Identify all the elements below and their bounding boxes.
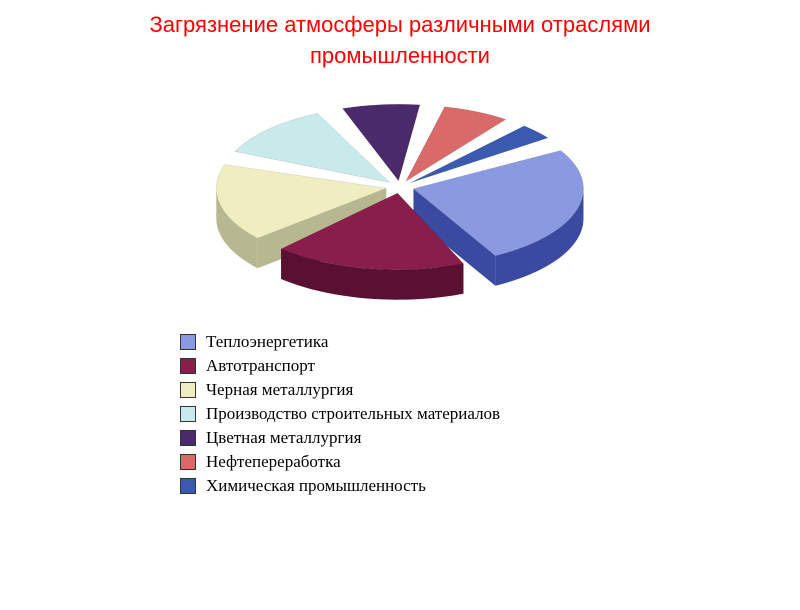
legend-swatch xyxy=(180,430,196,446)
legend-label: Автотранспорт xyxy=(206,356,315,376)
title-line-2: промышленности xyxy=(310,43,490,68)
legend-item: Автотранспорт xyxy=(180,356,800,376)
legend-item: Цветная металлургия xyxy=(180,428,800,448)
pie-chart xyxy=(190,92,610,322)
legend-swatch xyxy=(180,454,196,470)
legend-swatch xyxy=(180,478,196,494)
legend-item: Нефтепереработка xyxy=(180,452,800,472)
legend-label: Производство строительных материалов xyxy=(206,404,500,424)
legend-item: Производство строительных материалов xyxy=(180,404,800,424)
chart-title: Загрязнение атмосферы различными отрасля… xyxy=(0,10,800,72)
legend-label: Черная металлургия xyxy=(206,380,353,400)
legend-label: Химическая промышленность xyxy=(206,476,426,496)
legend-swatch xyxy=(180,406,196,422)
legend-swatch xyxy=(180,358,196,374)
legend-label: Цветная металлургия xyxy=(206,428,361,448)
legend-swatch xyxy=(180,382,196,398)
legend-item: Черная металлургия xyxy=(180,380,800,400)
legend-label: Нефтепереработка xyxy=(206,452,341,472)
legend-item: Теплоэнергетика xyxy=(180,332,800,352)
legend-label: Теплоэнергетика xyxy=(206,332,328,352)
legend: Теплоэнергетика Автотранспорт Черная метал… xyxy=(180,332,800,496)
title-line-1: Загрязнение атмосферы различными отрасля… xyxy=(150,12,651,37)
legend-item: Химическая промышленность xyxy=(180,476,800,496)
chart-area: Теплоэнергетика Автотранспорт Черная метал… xyxy=(0,92,800,496)
legend-swatch xyxy=(180,334,196,350)
